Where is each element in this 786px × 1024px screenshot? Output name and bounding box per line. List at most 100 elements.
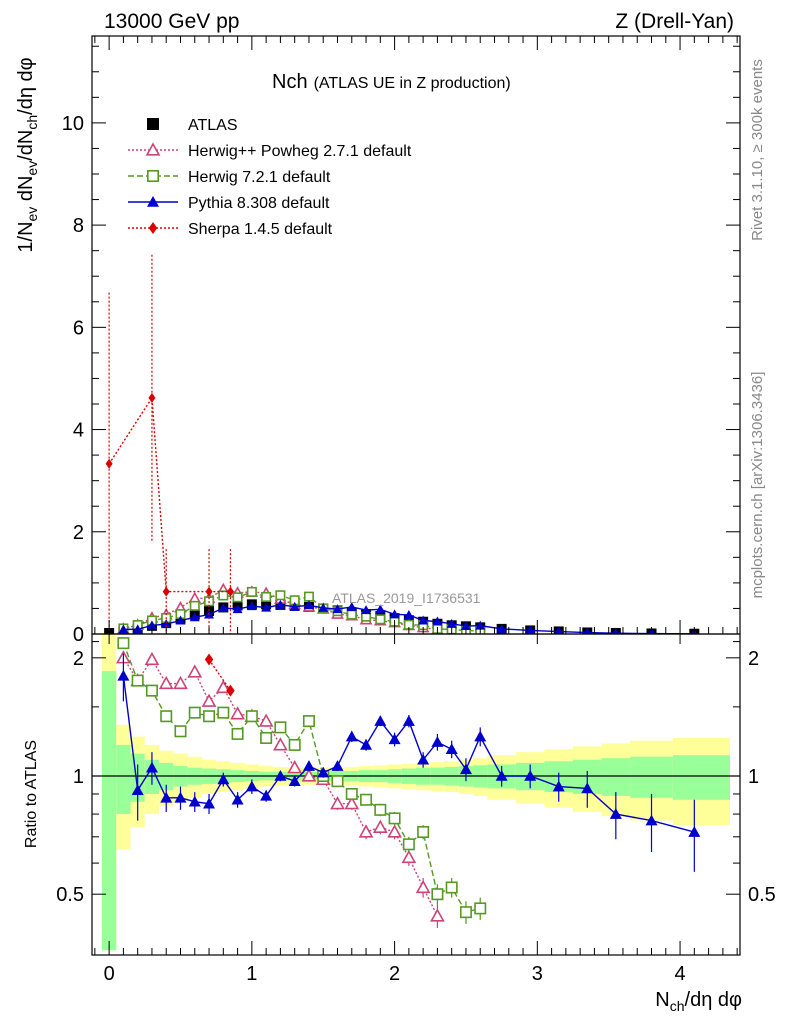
- ratio-point: [388, 733, 401, 745]
- ratio-line-diamond-filled: [208, 659, 232, 692]
- legend-marker: [147, 196, 159, 207]
- ratio-point: [360, 793, 373, 806]
- series-point: [318, 602, 329, 612]
- title-main: Nch: [272, 71, 308, 93]
- ratio-tick-label-right: 0.5: [748, 884, 776, 906]
- ratio-point: [345, 787, 358, 800]
- ratio-point: [374, 803, 387, 816]
- ratio-point: [474, 730, 487, 742]
- series-point: [261, 591, 272, 602]
- process-label: Z (Drell-Yan): [615, 10, 734, 33]
- ratio-point: [688, 826, 701, 837]
- series-point: [232, 592, 243, 603]
- ratio-point: [445, 881, 458, 894]
- analysis-watermark: ATLAS_2019_I1736531: [332, 590, 481, 606]
- ratio-tick-label-left: 2: [73, 648, 84, 670]
- ratio-point: [274, 721, 287, 734]
- ratio-point: [260, 731, 273, 744]
- ratio-point: [345, 730, 358, 742]
- ratio-point: [474, 902, 487, 915]
- ratio-point: [174, 725, 187, 738]
- x-tick-label: 1: [246, 963, 257, 985]
- ratio-point: [524, 770, 537, 781]
- ratio-point: [174, 791, 187, 803]
- x-tick-label: 4: [674, 963, 685, 985]
- series-point: [403, 609, 414, 619]
- band-stat: [101, 671, 117, 951]
- ratio-point: [187, 664, 203, 678]
- y-tick-label: 8: [73, 215, 84, 237]
- ratio-point: [215, 679, 231, 694]
- series-point: [361, 605, 372, 615]
- series-point: [612, 628, 620, 634]
- series-point: [189, 600, 200, 611]
- legend-label: Herwig++ Powheg 2.7.1 default: [188, 143, 412, 160]
- ratio-point: [302, 715, 315, 728]
- band-stat: [672, 755, 731, 800]
- ratio-point: [288, 738, 301, 751]
- ratio-point: [230, 706, 245, 720]
- ratio-point: [274, 770, 287, 781]
- series-point: [161, 619, 172, 629]
- series-point: [496, 623, 507, 633]
- ratio-tick-label-right: 1: [748, 766, 759, 788]
- ratio-point: [258, 713, 274, 727]
- series-point: [554, 626, 563, 634]
- ratio-point: [431, 888, 444, 901]
- series-point: [525, 625, 535, 634]
- series-point: [346, 609, 357, 620]
- ratio-point: [344, 796, 360, 810]
- ratio-point: [358, 824, 374, 838]
- series-point: [275, 599, 286, 609]
- series-point: [246, 586, 257, 597]
- ratio-point: [301, 768, 317, 782]
- rivet-label: Rivet 3.1.10, ≥ 300k events: [749, 59, 766, 241]
- y-tick-label: 10: [62, 113, 84, 135]
- ratio-point: [330, 796, 345, 810]
- series-point: [246, 601, 257, 611]
- series-point: [375, 604, 386, 614]
- plot-title: Nch (ATLAS UE in Z production): [272, 71, 511, 93]
- y-tick-label: 2: [73, 522, 84, 544]
- ratio-point: [402, 838, 415, 851]
- ratio-point: [374, 715, 387, 726]
- x-tick-label: 2: [389, 963, 400, 985]
- series-point: [226, 586, 234, 597]
- band-stat: [601, 758, 631, 796]
- ratio-point: [117, 669, 130, 681]
- mcplots-label: mcplots.cern.ch [arXiv:1306.3436]: [749, 372, 766, 599]
- y-axis-label: 1/Nev dNev/dNch/dη dφ: [15, 57, 40, 252]
- ratio-point: [188, 795, 201, 807]
- ratio-point: [372, 819, 388, 833]
- ratio-point: [145, 684, 158, 697]
- band-stat: [116, 744, 131, 815]
- series-point: [460, 621, 471, 631]
- legend-label: Sherpa 1.4.5 default: [188, 221, 333, 238]
- ratio-point: [317, 766, 330, 778]
- ratio-point: [260, 789, 273, 801]
- y-tick-label: 6: [73, 317, 84, 339]
- band-stat: [630, 756, 673, 798]
- ratio-point: [160, 791, 173, 803]
- ratio-point: [217, 773, 230, 785]
- series-point: [148, 392, 156, 403]
- series-point: [432, 616, 443, 626]
- ratio-point: [203, 797, 216, 809]
- series-point: [583, 627, 591, 634]
- ratio-tick-label-left: 0.5: [56, 884, 84, 906]
- series-point: [146, 620, 157, 630]
- ratio-point: [388, 812, 401, 825]
- series-point: [332, 604, 343, 614]
- title-sub: (ATLAS UE in Z production): [314, 75, 511, 92]
- ratio-point: [145, 761, 158, 773]
- ratio-axis-label: Ratio to ATLAS: [23, 740, 40, 848]
- ratio-panel: [92, 637, 740, 929]
- legend-marker: [145, 142, 161, 156]
- series-line-diamond-filled: [108, 395, 231, 593]
- series-point: [205, 586, 213, 597]
- series-point: [446, 618, 457, 628]
- ratio-frame: [91, 633, 741, 956]
- ratio-point: [117, 637, 130, 650]
- legend-marker: [147, 170, 160, 183]
